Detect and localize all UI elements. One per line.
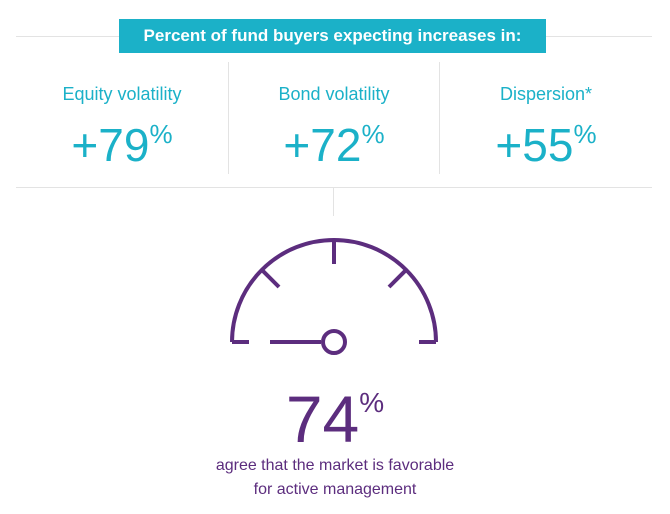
stat-value: +72% (283, 119, 385, 171)
column-divider-1 (228, 62, 229, 174)
connector-line (333, 187, 334, 216)
gauge-caption-line-2: for active management (253, 481, 417, 498)
gauge-caption-line-1: agree that the market is favorable (215, 457, 455, 474)
gauge-value: 74% (285, 382, 385, 456)
section-title-banner: Percent of fund buyers expecting increas… (119, 19, 546, 53)
stat-label: Bond volatility (278, 84, 390, 104)
stat-bond-volatility: Bond volatility +72% (228, 82, 440, 183)
stat-label: Dispersion* (499, 84, 593, 104)
gauge-caption: agree that the market is favorable for a… (0, 454, 670, 502)
stat-equity-volatility: Equity volatility +79% (16, 82, 228, 183)
stat-value: +55% (495, 119, 597, 171)
gauge-icon (230, 238, 438, 355)
stat-value: +79% (71, 119, 173, 171)
stats-bottom-divider (16, 187, 652, 188)
stat-dispersion: Dispersion* +55% (440, 82, 652, 183)
column-divider-2 (439, 62, 440, 174)
section-title: Percent of fund buyers expecting increas… (143, 26, 522, 45)
stat-label: Equity volatility (62, 84, 182, 104)
